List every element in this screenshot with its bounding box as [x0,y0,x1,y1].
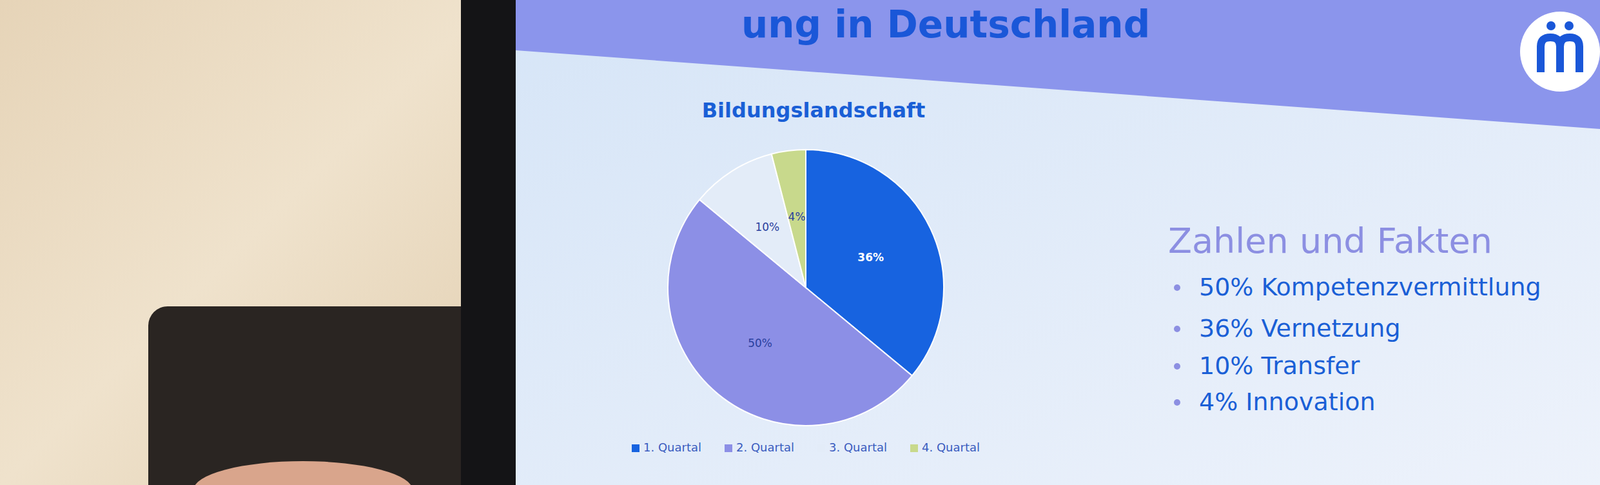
legend-item: 1. Quartal [631,440,702,454]
fact: 36% Vernetzung [1199,313,1401,343]
fact: 4% Innovation [1199,387,1376,416]
legend: 1. Quartal 2. Quartal 3. Quartal 4. Quartal [631,440,980,454]
header-band [515,0,1600,129]
bullet [1173,362,1181,370]
legend-label: 3. Quartal [829,440,888,454]
legend-swatch [817,444,826,452]
logo-dot [1564,21,1574,31]
fact: 10% Transfer [1199,351,1361,380]
heading: ung in Deutschland [741,2,1151,47]
logo-mark [1540,37,1580,73]
data-label: 10% [754,220,780,234]
legend-swatch [631,444,640,452]
scene: ung in Deutschland Bildungslandschaft 36% 5… [0,0,1600,485]
chart-title: Bildungslandschaft [702,97,926,123]
legend-label: 1. Quartal [643,440,702,454]
data-label: 36% [857,250,884,264]
logo [1520,11,1600,92]
fact: 50% Kompetenzvermittlung [1199,272,1542,302]
logo-dot [1546,21,1556,31]
pie: 36% 50% 10% 4% [667,149,944,426]
data-label: 50% [747,336,773,350]
bullet [1173,399,1181,406]
bullet [1173,325,1181,332]
bullet [1173,284,1181,291]
legend-item: 4. Quartal [910,440,980,454]
legend-swatch [910,444,918,452]
bezel [460,0,519,485]
legend-label: 4. Quartal [921,440,980,454]
legend-item: 3. Quartal [817,440,888,454]
phone [148,306,484,485]
screen [515,0,1600,485]
legend-swatch [724,444,733,452]
data-label: 4% [788,210,806,224]
hand [193,460,413,485]
facts-title: Zahlen und Fakten [1168,220,1493,262]
legend-label: 2. Quartal [736,440,795,454]
pie-slice [771,149,806,288]
legend-item: 2. Quartal [724,440,795,454]
logo-circle [1520,11,1600,92]
